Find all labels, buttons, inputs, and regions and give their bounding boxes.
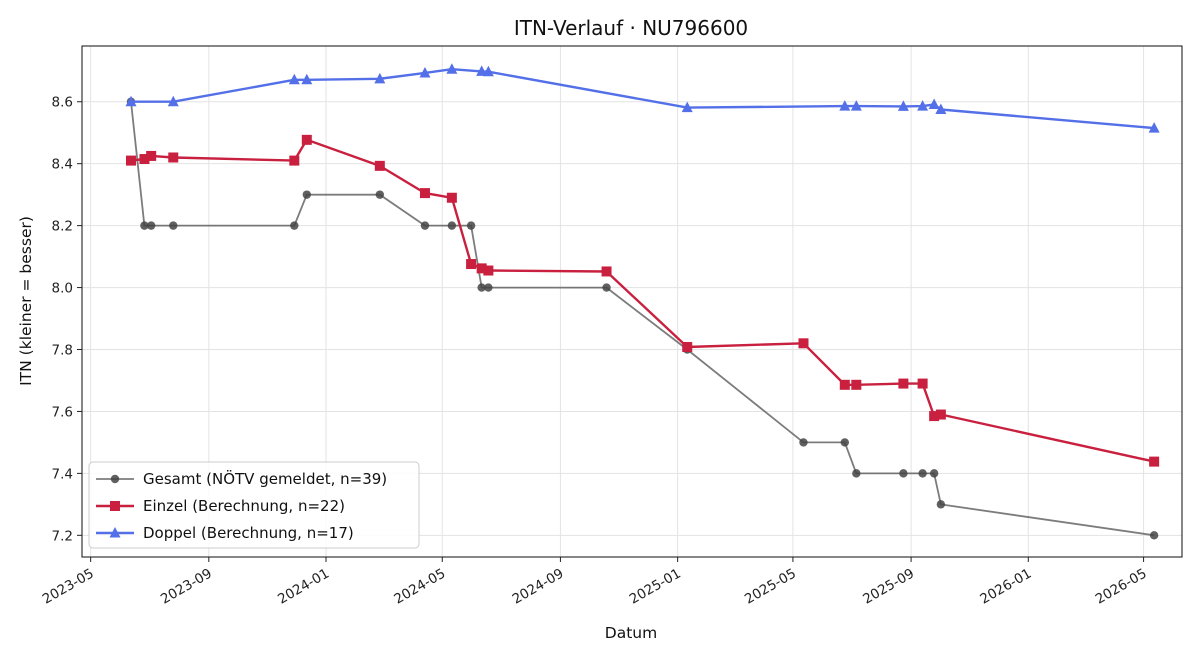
data-point — [918, 469, 927, 478]
data-point — [602, 283, 611, 292]
data-point — [799, 438, 808, 447]
data-point — [917, 100, 929, 111]
data-point — [419, 188, 430, 199]
data-point — [446, 63, 458, 74]
data-point — [139, 154, 150, 165]
data-point — [167, 95, 179, 107]
data-point — [682, 342, 693, 353]
legend-marker — [110, 501, 120, 511]
y-axis: 7.2 7.4 7.6 7.8 8.0 8.2 8.4 8.6 — [52, 95, 82, 544]
data-point — [169, 221, 178, 230]
data-point — [483, 265, 494, 276]
y-tick-label: 8.0 — [52, 281, 73, 297]
data-point — [466, 221, 476, 230]
y-axis-label: ITN (kleiner = besser) — [17, 216, 35, 386]
y-tick-label: 7.8 — [52, 343, 73, 359]
data-point — [374, 72, 386, 84]
data-point — [482, 65, 494, 77]
data-point — [1148, 122, 1160, 133]
data-point — [301, 134, 312, 145]
data-point — [840, 438, 849, 447]
series-layer — [125, 63, 1160, 540]
data-point — [288, 73, 300, 85]
data-point — [928, 98, 940, 110]
series-triangle — [125, 63, 1160, 133]
data-point — [125, 95, 137, 107]
data-point — [484, 283, 493, 292]
data-point — [168, 152, 179, 163]
data-point — [375, 190, 385, 199]
data-point — [289, 155, 300, 166]
x-axis-label: Datum — [605, 624, 657, 642]
data-point — [936, 500, 946, 509]
legend: Gesamt (NÖTV gemeldet, n=39) Einzel (Bere… — [88, 461, 420, 549]
series-square — [125, 134, 1160, 467]
data-point — [446, 192, 457, 203]
data-point — [851, 379, 862, 390]
data-point — [929, 411, 940, 422]
y-tick-label: 8.4 — [52, 157, 73, 173]
data-point — [447, 221, 457, 230]
y-tick-label: 7.6 — [52, 404, 73, 420]
data-point — [1149, 456, 1160, 467]
data-point — [477, 283, 486, 292]
data-point — [419, 66, 431, 78]
data-point — [839, 100, 851, 111]
data-point — [898, 378, 909, 389]
data-point — [146, 221, 156, 230]
chart-title: ITN-Verlauf · NU796600 — [514, 16, 748, 40]
data-point — [466, 259, 477, 270]
y-tick-label: 8.6 — [52, 95, 73, 111]
data-point — [601, 266, 612, 277]
legend-marker — [109, 527, 121, 538]
data-point — [290, 221, 299, 230]
legend-label: Einzel (Berechnung, n=22) — [143, 497, 345, 515]
y-tick-label: 8.2 — [52, 219, 73, 235]
data-point — [476, 65, 488, 76]
data-point — [899, 469, 908, 478]
data-point — [850, 100, 862, 111]
data-point — [146, 150, 157, 161]
data-point — [374, 160, 385, 171]
legend-box — [88, 461, 420, 549]
y-tick-label: 7.2 — [52, 528, 73, 544]
data-point — [140, 221, 149, 230]
data-point — [420, 221, 430, 230]
data-point — [929, 469, 939, 478]
data-point — [681, 101, 693, 113]
data-point — [917, 378, 928, 389]
data-point — [897, 100, 909, 111]
legend-label: Doppel (Berechnung, n=17) — [143, 524, 354, 542]
data-point — [852, 469, 861, 478]
y-tick-label: 7.4 — [52, 466, 73, 482]
data-point — [935, 103, 947, 114]
data-point — [302, 190, 312, 199]
legend-marker — [110, 474, 120, 484]
data-point — [839, 379, 850, 390]
data-point — [798, 338, 809, 349]
data-point — [125, 155, 136, 166]
data-point — [935, 409, 946, 420]
data-point — [476, 263, 487, 274]
plot-frame — [81, 45, 1183, 558]
data-point — [301, 73, 313, 85]
series-circle — [126, 97, 1159, 540]
legend-label: Gesamt (NÖTV gemeldet, n=39) — [143, 469, 387, 488]
data-point — [1149, 531, 1159, 540]
